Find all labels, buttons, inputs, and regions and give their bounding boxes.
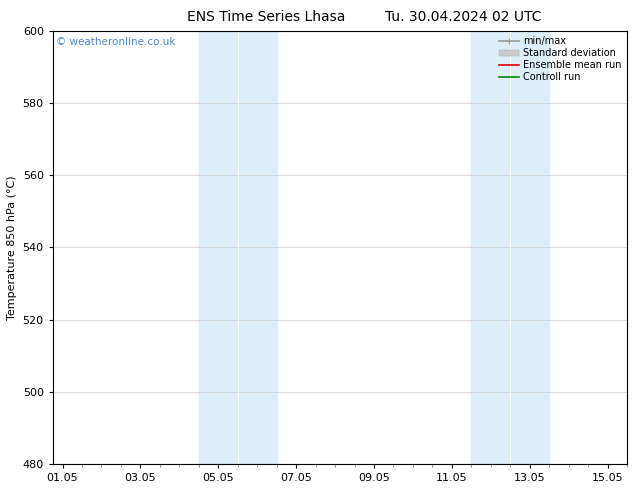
Text: ENS Time Series Lhasa: ENS Time Series Lhasa [187, 10, 346, 24]
Legend: min/max, Standard deviation, Ensemble mean run, Controll run: min/max, Standard deviation, Ensemble me… [496, 33, 624, 85]
Y-axis label: Temperature 850 hPa (°C): Temperature 850 hPa (°C) [7, 175, 17, 319]
Text: Tu. 30.04.2024 02 UTC: Tu. 30.04.2024 02 UTC [385, 10, 541, 24]
Text: © weatheronline.co.uk: © weatheronline.co.uk [56, 37, 175, 47]
Bar [199, 30, 276, 464]
Bar [471, 30, 549, 464]
